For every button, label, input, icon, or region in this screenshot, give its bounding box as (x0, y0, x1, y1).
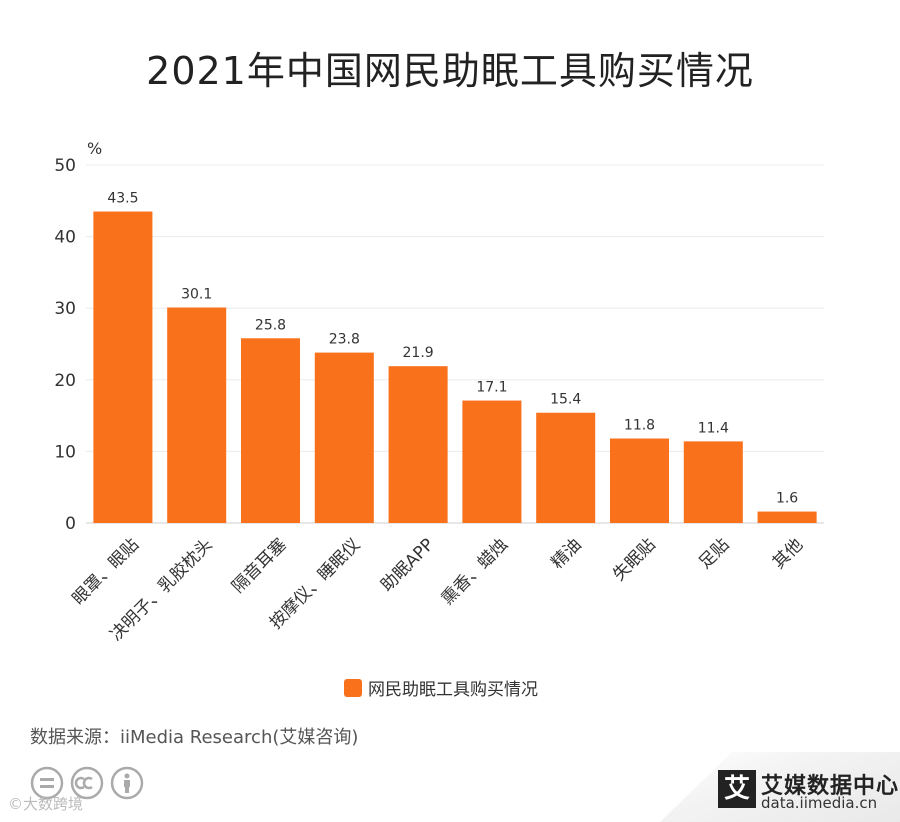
brand-url: data.iimedia.cn (761, 794, 878, 812)
y-tick-label: 10 (54, 442, 76, 462)
person-circle-icon (110, 766, 144, 800)
bar (167, 307, 227, 523)
legend-label: 网民助眠工具购买情况 (368, 680, 538, 700)
brand-logo: 艾 (718, 770, 756, 808)
y-axis-ticks: 0 10 20 30 40 50 (54, 156, 76, 534)
bar-value-label: 25.8 (255, 317, 286, 333)
bar (683, 441, 743, 523)
bar-chart: 0 10 20 30 40 50 43.5 30.1 25.8 23.8 21.9 17.1 15.4… (54, 139, 824, 645)
y-tick-label: 50 (54, 156, 76, 176)
x-tick-label: 失眠贴 (609, 535, 659, 585)
y-tick-label: 20 (54, 371, 76, 391)
bar (462, 400, 522, 523)
chart-title: 2021年中国网民助眠工具购买情况 (146, 49, 754, 93)
x-tick-label: 足贴 (695, 535, 733, 573)
bar-value-label: 17.1 (476, 380, 507, 396)
cc-circle-icon (70, 766, 104, 800)
bar-value-label: 11.8 (624, 418, 655, 434)
bar-value-label: 43.5 (107, 191, 138, 207)
legend-swatch (344, 678, 362, 697)
bar (609, 438, 670, 523)
bar-value-label: 1.6 (776, 491, 798, 507)
bars (93, 211, 817, 524)
watermark: ©大数跨境 (8, 795, 84, 813)
bar-value-label: 15.4 (550, 392, 581, 408)
x-tick-label: 眼罩、眼贴 (69, 535, 143, 609)
y-tick-label: 30 (54, 299, 76, 319)
equals-circle-icon (30, 766, 64, 800)
bar (757, 511, 817, 523)
bar (388, 366, 448, 523)
creative-commons-icons (30, 766, 144, 800)
data-labels: 43.5 30.1 25.8 23.8 21.9 17.1 15.4 11.8 11.4 1.6 (107, 191, 798, 507)
x-tick-label: 精油 (548, 535, 586, 573)
brand-block: 艾 艾媒数据中心 data.iimedia.cn (660, 752, 900, 822)
bar-value-label: 21.9 (403, 345, 434, 361)
bar-value-label: 30.1 (181, 286, 212, 302)
bar-value-label: 11.4 (698, 420, 729, 436)
brand-name: 艾媒数据中心 (761, 774, 900, 799)
x-tick-label: 其他 (769, 535, 807, 573)
data-source: 数据来源：iiMedia Research(艾媒咨询) (30, 727, 359, 748)
bar (536, 412, 596, 523)
y-tick-label: 0 (65, 514, 76, 534)
bar-value-label: 23.8 (329, 332, 360, 348)
x-axis-ticks: 眼罩、眼贴决明子、乳胶枕头 隔音耳塞按摩仪、睡眠仪 助眠APP 熏香、蜡烛 精油 失眠贴足… (69, 535, 807, 645)
x-tick-label: 助眠APP (377, 535, 438, 596)
x-tick-label: 熏香、蜡烛 (438, 535, 512, 609)
bar (240, 338, 301, 523)
y-tick-label: 40 (54, 228, 76, 248)
bar (314, 352, 374, 523)
x-tick-label: 隔音耳塞 (228, 535, 290, 597)
bar (93, 211, 153, 524)
legend[interactable]: 网民助眠工具购买情况 (344, 675, 538, 700)
y-axis-label: % (87, 139, 102, 158)
